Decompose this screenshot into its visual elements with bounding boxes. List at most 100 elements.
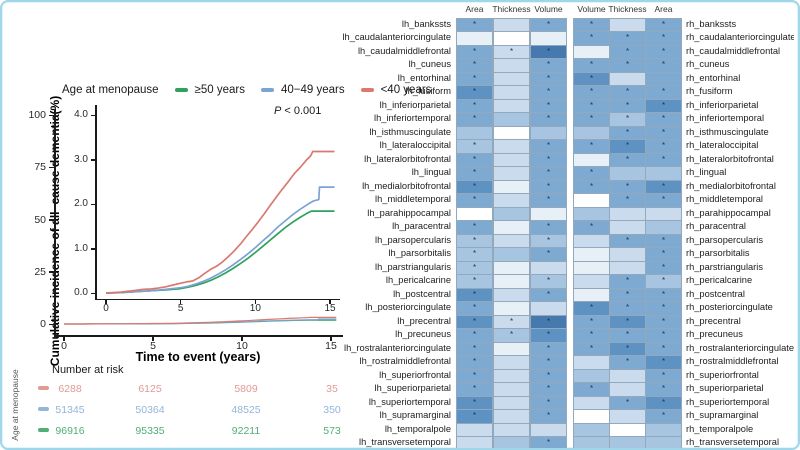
heatmap-cell xyxy=(645,422,682,437)
main-x-tick-label: 5 xyxy=(150,340,156,352)
heatmap-cell: * xyxy=(493,328,530,343)
heatmap-cell xyxy=(573,193,610,208)
heatmap-cell: * xyxy=(530,368,567,383)
heatmap-cell: * xyxy=(456,260,493,275)
heatmap-cell: * xyxy=(530,152,567,167)
heatmap-row-label-rh: rh_superiortemporal xyxy=(686,396,770,407)
risk-row-key xyxy=(38,407,49,411)
heatmap-cell: * xyxy=(456,58,493,73)
heatmap-cell: * xyxy=(530,44,567,59)
heatmap-cell: * xyxy=(609,125,646,140)
heatmap-col-header: Area xyxy=(654,4,673,14)
heatmap-cell: * xyxy=(530,341,567,356)
heatmap-cell: * xyxy=(456,368,493,383)
heatmap-cell: * xyxy=(645,382,682,397)
main-y-tick-label: 75 xyxy=(34,161,46,174)
inset-x-tick-label: 15 xyxy=(324,303,336,314)
heatmap-cell: * xyxy=(456,112,493,127)
heatmap-row-label-rh: rh_fusiform xyxy=(686,86,733,96)
heatmap-cell: * xyxy=(573,220,610,235)
heatmap-cell xyxy=(609,436,646,448)
main-curve-<40 years xyxy=(64,316,337,325)
heatmap-cell: * xyxy=(456,71,493,86)
heatmap-cell: * xyxy=(645,274,682,289)
heatmap-cell: * xyxy=(530,58,567,73)
heatmap-row-label-lh: lh_medialorbitofrontal xyxy=(362,180,451,191)
heatmap-cell: * xyxy=(530,274,567,289)
heatmap-cell: * xyxy=(645,85,682,100)
heatmap-cell: * xyxy=(530,98,567,113)
heatmap-row-label-rh: rh_rostralmiddlefrontal xyxy=(686,356,779,366)
heatmap-row-label-rh: rh_lingual xyxy=(686,167,727,177)
heatmap-cell xyxy=(493,179,530,194)
p-value: P < 0.001 xyxy=(274,105,322,117)
heatmap-row-label-rh: rh_paracentral xyxy=(686,221,746,231)
heatmap-cell xyxy=(493,422,530,437)
heatmap-cell: * xyxy=(456,85,493,100)
heatmap-row-label-lh: lh_parsopercularis xyxy=(375,234,451,245)
heatmap-cell: * xyxy=(530,436,567,448)
heatmap-cell xyxy=(645,71,682,86)
heatmap-cell: * xyxy=(456,233,493,248)
heatmap-cell xyxy=(493,341,530,356)
heatmap-cell: * xyxy=(530,328,567,343)
heatmap-cell: * xyxy=(530,395,567,410)
heatmap-row-label-lh: lh_parstriangularis xyxy=(375,261,451,272)
heatmap-cell: * xyxy=(530,166,567,181)
heatmap-cell: * xyxy=(645,179,682,194)
heatmap-cell xyxy=(530,125,567,140)
heatmap-cell xyxy=(609,166,646,181)
heatmap-cell: * xyxy=(530,112,567,127)
heatmap-cell xyxy=(609,220,646,235)
main-x-tick-mark xyxy=(330,336,332,341)
heatmap-cell: * xyxy=(456,274,493,289)
heatmap-cell: * xyxy=(530,314,567,329)
main-y-tick-mark xyxy=(49,166,54,169)
legend-label-ge50: ≥50 years xyxy=(194,84,245,96)
heatmap-cell: * xyxy=(573,301,610,316)
inset-y-axis-line xyxy=(95,105,97,300)
heatmap-row-label-rh: rh_middletemporal xyxy=(686,194,763,204)
main-x-tick-mark xyxy=(152,336,154,341)
inset-curve-40−49 years xyxy=(105,186,335,294)
heatmap-cell xyxy=(493,98,530,113)
heatmap-cell: * xyxy=(456,247,493,262)
heatmap-row-label-lh: lh_bankssts xyxy=(401,18,451,29)
heatmap-cell: * xyxy=(456,179,493,194)
heatmap-cell xyxy=(573,287,610,302)
heatmap-col-header: Volume xyxy=(577,4,606,14)
heatmap-cell: * xyxy=(573,341,610,356)
heatmap-cell xyxy=(573,436,610,448)
heatmap-cell xyxy=(493,152,530,167)
heatmap-cell: * xyxy=(609,395,646,410)
heatmap-cell: * xyxy=(530,220,567,235)
main-y-axis-line xyxy=(53,109,56,336)
main-x-tick-label: 0 xyxy=(61,340,67,352)
heatmap-col-header: Thickness xyxy=(492,4,531,14)
legend-title: Age at menopause xyxy=(62,84,159,96)
heatmap-cell xyxy=(573,44,610,59)
main-y-tick-mark xyxy=(49,219,54,221)
risk-count: 6288 xyxy=(58,383,82,395)
heatmap-cell: * xyxy=(456,98,493,113)
main-x-axis-line xyxy=(53,334,343,337)
x-axis-label: Time to event (years) xyxy=(135,350,261,364)
heatmap-cell xyxy=(609,368,646,383)
heatmap-cell: * xyxy=(573,382,610,397)
heatmap-cell: * xyxy=(609,314,646,329)
heatmap-cell xyxy=(609,422,646,437)
heatmap-row-label-lh: lh_inferiortemporal xyxy=(374,113,451,123)
heatmap-cell: * xyxy=(456,166,493,181)
heatmap-cell: * xyxy=(573,98,610,113)
heatmap-cell xyxy=(573,125,610,140)
inset-y-tick-label: 4.0 xyxy=(74,109,88,120)
heatmap-row-label-lh: lh_posteriorcingulate xyxy=(365,302,451,312)
heatmap-cell: * xyxy=(609,58,646,73)
heatmap-cell: * xyxy=(645,112,682,127)
inset-y-tick-mark xyxy=(91,292,95,294)
heatmap-cell: * xyxy=(456,301,493,316)
heatmap-row-label-rh: rh_parstriangularis xyxy=(686,261,763,272)
heatmap-cell: * xyxy=(609,98,646,113)
heatmap-row-label-lh: lh_lateraloccipital xyxy=(379,140,451,150)
